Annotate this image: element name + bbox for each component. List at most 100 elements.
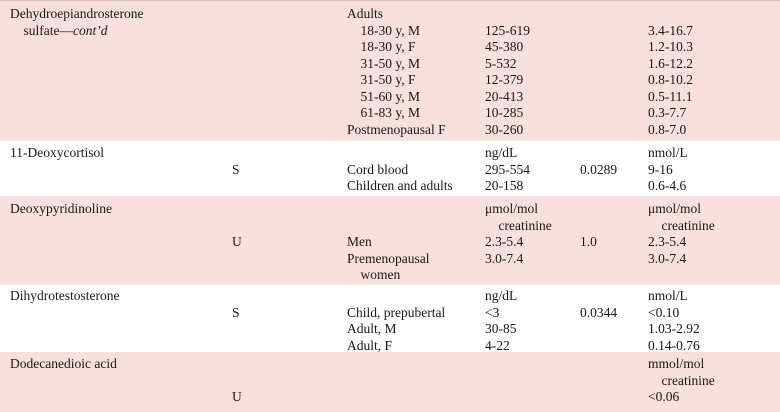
table-row: creatinine (0, 373, 780, 390)
specimen-cell (222, 39, 337, 56)
group-cell (337, 288, 475, 305)
specimen-cell (222, 356, 337, 373)
analyte-cell: 11-Deoxycortisol (10, 145, 104, 160)
table-row: Dihydrotestosterone ng/dL nmol/L (0, 288, 780, 305)
specimen-cell (222, 251, 337, 268)
group-cell: 18-30 y, F (347, 39, 416, 54)
conventional-units-cell: 3.0-7.4 (485, 250, 524, 266)
table-row: Adult, F 4-22 0.14-0.76 (0, 338, 780, 353)
specimen-cell: S (232, 161, 240, 177)
si-units-cell: <0.06 (648, 389, 680, 404)
si-units-cell (638, 6, 780, 23)
table-row: women (0, 267, 780, 284)
table-row: Deoxypyridinoline μmol/mol μmol/mol (0, 201, 780, 218)
si-units-cell: 0.6-4.6 (648, 178, 687, 193)
conventional-units-cell: 10-285 (485, 105, 524, 120)
si-units-cell (638, 267, 780, 284)
specimen-cell (222, 321, 337, 338)
si-units-cell: 0.8-7.0 (648, 121, 687, 137)
analyte-cell (0, 72, 222, 89)
si-units-cell: 0.3-7.7 (648, 105, 687, 120)
conversion-factor-cell (570, 39, 638, 56)
specimen-cell (222, 145, 337, 162)
si-units-cell: nmol/L (648, 288, 688, 303)
table-row: Children and adults 20-158 0.6-4.6 (0, 178, 780, 195)
analyte-cell (0, 56, 222, 73)
analyte-cell (0, 305, 222, 322)
group-cell (337, 145, 475, 162)
group-cell (337, 201, 475, 218)
analyte-section: Dihydrotestosterone ng/dL nmol/L S Child, pr… (0, 285, 780, 352)
conventional-units-cell (475, 389, 570, 406)
conventional-units-cell: 30-260 (485, 121, 524, 137)
table-row: 31-50 y, F 12-379 0.8-10.2 (0, 72, 780, 89)
si-units-cell: 0.14-0.76 (648, 337, 700, 353)
group-cell (337, 218, 475, 235)
si-units-cell: mmol/mol (648, 356, 705, 371)
analyte-section: Deoxypyridinoline μmol/mol μmol/mol creati… (0, 196, 780, 285)
conversion-factor-cell (570, 72, 638, 89)
conventional-units-cell: 30-85 (485, 321, 517, 336)
table-row: 51-60 y, M 20-413 0.5-11.1 (0, 89, 780, 106)
table-row: Dehydroepiandrosterone Adults (0, 6, 780, 23)
analyte-cell (0, 122, 222, 139)
group-cell: 31-50 y, M (347, 55, 421, 71)
group-cell: Adults (347, 6, 384, 21)
table-row: 18-30 y, F 45-380 1.2-10.3 (0, 39, 780, 56)
si-units-cell: 0.8-10.2 (648, 72, 693, 87)
si-units-cell: creatinine (648, 217, 715, 233)
si-units-cell: 1.03-2.92 (648, 321, 700, 336)
conventional-units-cell: 20-413 (485, 88, 524, 104)
analyte-cell (0, 89, 222, 106)
analyte-cell (0, 178, 222, 195)
specimen-cell (222, 267, 337, 284)
conventional-units-cell: 125-619 (485, 22, 530, 38)
conversion-factor-cell (570, 89, 638, 106)
group-cell: Cord blood (347, 161, 409, 177)
analyte-cell (0, 321, 222, 338)
conventional-units-cell: 4-22 (485, 337, 510, 353)
conversion-factor-cell (570, 389, 638, 406)
conventional-units-cell: 12-379 (485, 72, 524, 87)
specimen-cell (222, 23, 337, 40)
group-cell: Men (347, 234, 372, 249)
conversion-factor-cell (570, 6, 638, 23)
table-row: Premenopausal 3.0-7.4 3.0-7.4 (0, 251, 780, 268)
specimen-cell (222, 201, 337, 218)
table-row: U <0.06 (0, 389, 780, 406)
table-row: 31-50 y, M 5-532 1.6-12.2 (0, 56, 780, 73)
specimen-cell: U (232, 389, 242, 404)
conversion-factor-cell (570, 218, 638, 235)
analyte-cell (0, 389, 222, 406)
group-cell: Adult, M (347, 321, 397, 336)
conversion-factor-cell (570, 56, 638, 73)
table-row: creatinine creatinine (0, 218, 780, 235)
specimen-cell (222, 56, 337, 73)
analyte-cell (0, 105, 222, 122)
group-cell: Child, prepubertal (347, 304, 446, 320)
group-cell (337, 356, 475, 373)
conversion-factor-cell (570, 338, 638, 353)
conversion-factor-cell (570, 288, 638, 305)
analyte-cell (0, 373, 222, 390)
table-row: 11-Deoxycortisol ng/dL nmol/L (0, 145, 780, 162)
analyte-section: 11-Deoxycortisol ng/dL nmol/L S Cord blood 29… (0, 141, 780, 196)
specimen-cell (222, 105, 337, 122)
si-units-cell: 9-16 (648, 161, 673, 177)
analyte-cell (0, 267, 222, 284)
analyte-cell (0, 39, 222, 56)
specimen-cell (222, 72, 337, 89)
analyte-cell: Deoxypyridinoline (10, 201, 112, 216)
conversion-factor-cell: 0.0289 (580, 161, 618, 177)
table-row: 61-83 y, M 10-285 0.3-7.7 (0, 105, 780, 122)
analyte-cell: Dehydroepiandrosterone (10, 6, 144, 21)
analyte-cell: sulfate—cont’d (10, 22, 108, 38)
si-units-cell: 1.6-12.2 (648, 55, 693, 71)
group-cell: Adult, F (347, 337, 393, 353)
si-units-cell: 3.4-16.7 (648, 22, 693, 38)
table-row: Dodecanedioic acid mmol/mol (0, 356, 780, 373)
conventional-units-cell: 5-532 (485, 55, 517, 71)
specimen-cell (222, 89, 337, 106)
conversion-factor-cell (570, 23, 638, 40)
